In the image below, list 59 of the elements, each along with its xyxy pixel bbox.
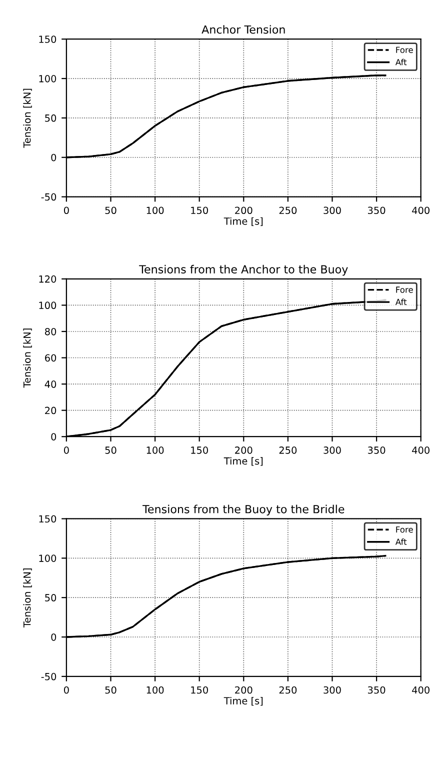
- x-tick-label: 0: [64, 206, 69, 214]
- x-tick-label: 0: [64, 446, 69, 454]
- x-tick-label: 100: [146, 446, 164, 454]
- x-tick-label: 200: [235, 446, 252, 454]
- x-tick-label: 400: [412, 686, 430, 694]
- x-tick-label: 200: [235, 686, 252, 694]
- x-tick-label: 300: [324, 686, 341, 694]
- x-tick-label: 0: [64, 686, 69, 694]
- y-axis-title: Tension [kN]: [23, 568, 32, 628]
- x-tick-label: 250: [279, 446, 297, 454]
- legend-label: Fore: [396, 286, 413, 293]
- chart-title: Anchor Tension: [202, 25, 285, 34]
- legend-label: Fore: [396, 526, 413, 533]
- x-axis-title: Time [s]: [224, 457, 263, 466]
- y-tick-label: 100: [39, 554, 56, 562]
- y-tick-label: 150: [39, 36, 56, 43]
- x-tick-label: 300: [324, 446, 341, 454]
- y-tick-label: 0: [51, 433, 56, 440]
- chart-title: Tensions from the Buoy to the Bridle: [142, 504, 344, 516]
- y-tick-label: 120: [39, 275, 56, 283]
- x-tick-label: 200: [235, 206, 252, 214]
- y-tick-label: 50: [45, 114, 56, 122]
- x-tick-label: 350: [368, 446, 386, 454]
- chart-title: Tensions from the Anchor to the Buoy: [139, 264, 348, 276]
- legend-label: Aft: [395, 538, 407, 545]
- x-tick-label: 150: [191, 446, 208, 454]
- x-tick-label: 250: [279, 686, 297, 694]
- legend-label: Aft: [395, 58, 407, 66]
- y-tick-label: 50: [45, 594, 56, 602]
- x-tick-label: 400: [412, 446, 430, 454]
- y-tick-label: 80: [45, 328, 56, 336]
- y-tick-label: -50: [41, 193, 56, 201]
- y-tick-label: 60: [45, 354, 56, 362]
- x-tick-label: 300: [324, 206, 341, 214]
- x-tick-label: 50: [105, 686, 116, 694]
- x-tick-label: 100: [146, 206, 164, 214]
- y-tick-label: 0: [51, 633, 56, 641]
- x-tick-label: 400: [412, 206, 430, 214]
- x-tick-label: 350: [368, 686, 386, 694]
- y-tick-label: 40: [44, 380, 56, 388]
- x-tick-label: 350: [368, 206, 386, 214]
- y-axis-title: Tension [kN]: [23, 88, 32, 148]
- x-tick-label: 50: [105, 446, 116, 454]
- x-tick-label: 100: [146, 686, 164, 694]
- y-tick-label: -50: [41, 672, 56, 680]
- legend-label: Aft: [395, 298, 407, 305]
- y-tick-label: 20: [45, 406, 56, 414]
- y-tick-label: 100: [39, 302, 56, 310]
- x-tick-label: 50: [105, 206, 116, 214]
- x-tick-label: 150: [191, 686, 208, 694]
- x-axis-title: Time [s]: [224, 696, 263, 706]
- y-tick-label: 0: [51, 154, 56, 162]
- x-axis-title: Time [s]: [224, 217, 263, 226]
- y-tick-label: 100: [39, 75, 56, 82]
- x-tick-label: 250: [279, 206, 297, 214]
- x-tick-label: 150: [191, 206, 208, 214]
- y-tick-label: 150: [39, 515, 56, 523]
- legend-label: Fore: [396, 46, 413, 54]
- y-axis-title: Tension [kN]: [23, 328, 32, 388]
